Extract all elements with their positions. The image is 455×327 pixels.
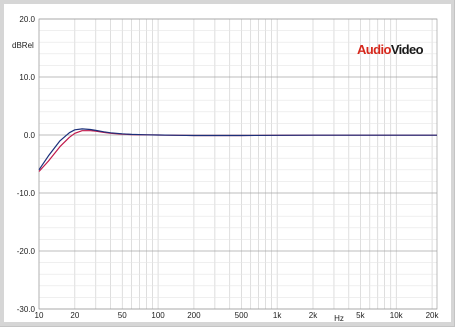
x-axis-label: Hz bbox=[334, 314, 344, 322]
y-tick-label: 20.0 bbox=[19, 15, 35, 24]
logo-audio-text: Audio bbox=[357, 42, 391, 57]
logo-video-text: Video bbox=[391, 42, 424, 57]
y-axis-label: dBRel bbox=[12, 41, 34, 50]
y-tick-label: 10.0 bbox=[19, 73, 35, 82]
chart-panel: 10 20 50 100 200 500 1k 2k 5k 10k 20k 20.0 10.0 0.0 -… bbox=[4, 4, 451, 322]
x-tick-label: 1k bbox=[273, 311, 282, 320]
series-line-2 bbox=[38, 128, 437, 171]
y-tick-label: 0.0 bbox=[24, 131, 36, 140]
series-line-1 bbox=[38, 130, 437, 172]
audiovideo-logo: AudioVideo bbox=[357, 42, 424, 57]
x-tick-label: 50 bbox=[118, 311, 127, 320]
plot-border bbox=[38, 18, 438, 310]
x-tick-label: 10k bbox=[390, 311, 404, 320]
x-tick-label: 500 bbox=[235, 311, 249, 320]
y-tick-label: -30.0 bbox=[17, 305, 36, 314]
x-tick-label: 10 bbox=[35, 311, 44, 320]
x-tick-label: 2k bbox=[309, 311, 318, 320]
y-tick-label: -10.0 bbox=[17, 189, 36, 198]
x-tick-label: 5k bbox=[356, 311, 365, 320]
x-tick-label: 20k bbox=[426, 311, 440, 320]
y-tick-label: -20.0 bbox=[17, 247, 36, 256]
x-tick-label: 20 bbox=[70, 311, 79, 320]
x-tick-label: 200 bbox=[187, 311, 201, 320]
x-tick-label: 100 bbox=[151, 311, 165, 320]
frequency-response-chart: 10 20 50 100 200 500 1k 2k 5k 10k 20k 20.0 10.0 0.0 -… bbox=[12, 15, 440, 322]
